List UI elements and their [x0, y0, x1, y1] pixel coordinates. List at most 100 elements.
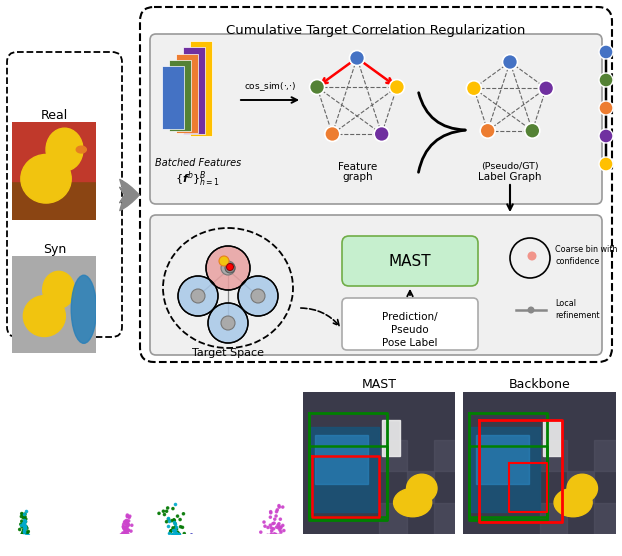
Text: Label Graph: Label Graph [478, 172, 542, 182]
Text: graph: graph [343, 172, 373, 182]
Point [117, 543, 127, 552]
Point [26, 552, 35, 556]
Point [116, 538, 126, 547]
Point [278, 503, 288, 512]
Point [121, 538, 131, 547]
Point [18, 519, 28, 528]
Point [169, 516, 179, 525]
Point [171, 548, 181, 556]
Point [18, 519, 28, 528]
Point [179, 548, 189, 556]
Point [22, 550, 32, 556]
Point [269, 547, 279, 556]
Point [19, 524, 29, 533]
Point [21, 541, 31, 550]
Point [119, 533, 129, 542]
Point [174, 541, 183, 550]
Point [121, 527, 131, 536]
Point [119, 542, 129, 551]
Point [269, 536, 279, 545]
Point [121, 530, 131, 539]
Point [170, 525, 180, 534]
Point [21, 540, 30, 549]
Text: Coarse bin with: Coarse bin with [555, 246, 618, 255]
Point [163, 504, 173, 513]
Point [123, 528, 132, 537]
Point [269, 524, 279, 533]
Point [262, 552, 272, 556]
Point [119, 523, 129, 532]
Point [180, 543, 190, 552]
Point [118, 529, 128, 538]
Point [177, 547, 187, 556]
Text: confidence: confidence [555, 257, 599, 266]
Point [21, 547, 30, 556]
Point [119, 528, 129, 537]
Point [114, 543, 124, 552]
Point [116, 530, 126, 539]
Point [123, 512, 132, 520]
Point [19, 538, 29, 547]
Point [22, 530, 32, 539]
Point [26, 547, 36, 555]
Point [179, 550, 189, 556]
Point [162, 517, 172, 526]
Point [170, 543, 180, 552]
Point [21, 523, 31, 532]
Point [21, 507, 30, 515]
Point [271, 512, 281, 520]
Point [270, 515, 280, 524]
Point [248, 554, 258, 556]
Point [267, 538, 277, 547]
Point [159, 510, 169, 519]
Point [19, 527, 29, 536]
Bar [542, 420, 561, 456]
Point [119, 520, 129, 529]
Circle shape [43, 271, 75, 308]
Point [267, 527, 277, 535]
Point [19, 529, 29, 538]
Bar [595, 440, 622, 471]
Bar [407, 471, 434, 503]
Circle shape [527, 251, 537, 261]
Point [275, 523, 285, 532]
Point [111, 555, 121, 556]
Point [172, 524, 182, 533]
Point [268, 544, 278, 553]
Point [22, 542, 32, 551]
Point [21, 542, 31, 550]
Point [276, 540, 286, 549]
Point [20, 510, 30, 519]
Point [174, 544, 183, 553]
Point [276, 523, 286, 532]
Point [17, 517, 27, 525]
Circle shape [221, 261, 235, 275]
Point [168, 525, 178, 534]
Point [20, 524, 30, 533]
Point [120, 537, 130, 545]
Point [159, 534, 169, 543]
Point [275, 537, 285, 546]
FancyBboxPatch shape [303, 45, 413, 160]
Point [118, 542, 128, 550]
Point [182, 550, 192, 556]
Point [118, 533, 128, 542]
Point [116, 548, 126, 556]
Point [259, 518, 269, 527]
Point [25, 549, 35, 556]
Point [22, 548, 32, 556]
Point [266, 552, 276, 556]
Point [255, 547, 265, 556]
Point [115, 554, 125, 556]
Point [21, 528, 30, 537]
Bar [162, 66, 184, 129]
Point [188, 549, 198, 556]
Point [172, 542, 182, 550]
Point [22, 535, 32, 544]
Point [16, 538, 26, 547]
Point [21, 539, 30, 548]
Point [164, 514, 174, 523]
Circle shape [480, 123, 495, 138]
Point [174, 530, 184, 539]
Point [174, 543, 184, 552]
